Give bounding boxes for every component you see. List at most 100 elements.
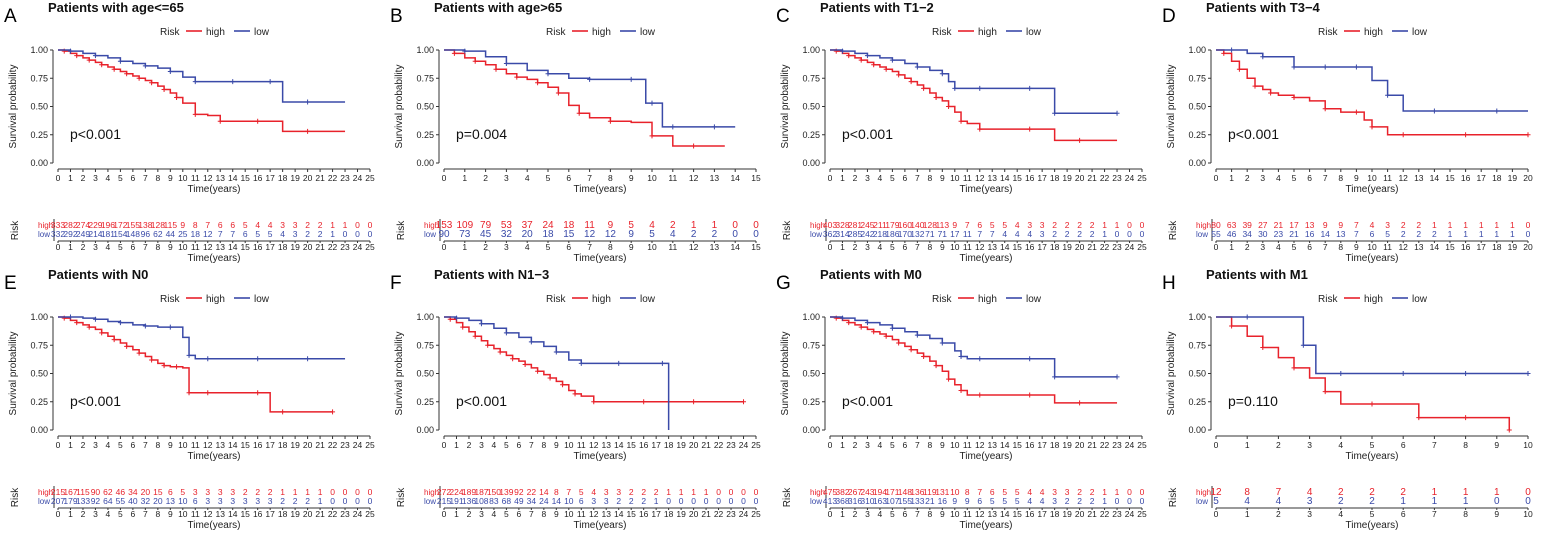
risk-count-high: 272 [437,487,451,497]
risk-table-x-tick-label: 24 [353,509,363,519]
x-tick-label: 12 [975,440,985,450]
censor-mark-high [305,128,311,134]
km-curve-low [830,316,1118,378]
panel-letter: E [4,273,17,294]
x-tick-label: 1 [1245,440,1250,450]
risk-count-high: 243 [860,487,874,497]
x-tick-label: 18 [1492,173,1502,183]
x-tick-label: 11 [668,173,677,183]
risk-table-x-label: Time(years) [1346,253,1399,264]
risk-table-x-tick-label: 24 [353,242,363,252]
censor-mark-high [1027,126,1033,132]
risk-count-low: 1 [1102,229,1107,239]
x-axis-label: Time(years) [574,451,627,462]
legend-title: Risk [1318,27,1338,38]
risk-table-row-label-low: low [810,497,822,506]
x-tick-label: 7 [143,173,148,183]
risk-count-low: 55 [116,496,126,506]
x-tick-label: 3 [865,173,870,183]
x-tick-label: 13 [216,173,226,183]
risk-count-low: 0 [666,496,671,506]
y-tick-label: 0.75 [416,73,434,83]
censor-mark-high [691,399,697,405]
risk-table-x-tick-label: 19 [290,242,300,252]
risk-table-x-tick-label: 6 [131,509,136,519]
censor-mark-high [883,333,889,339]
risk-count-low: 191 [449,496,463,506]
risk-count-high: 4 [1370,220,1375,230]
km-curve-low [444,316,670,430]
risk-count-low: 17 [950,229,960,239]
risk-count-high: 1 [1463,487,1469,498]
risk-count-high: 6 [218,220,223,230]
risk-table-x-tick-label: 3 [479,509,484,519]
risk-count-low: 5 [1015,496,1020,506]
risk-count-low: 0 [355,229,360,239]
y-tick-label: 0.25 [30,130,48,140]
risk-table-x-tick-label: 15 [751,242,761,252]
km-curve-low [1216,316,1528,375]
y-tick-label: 1.00 [802,312,820,322]
risk-count-high: 2 [654,487,659,497]
risk-count-high: 1 [1479,220,1484,230]
censor-mark-low [864,320,870,326]
km-curve-high [58,49,346,133]
risk-count-low: 83 [489,496,499,506]
censor-mark-high [161,363,167,369]
panel-letter: F [390,273,402,294]
risk-table-x-tick-label: 4 [106,242,111,252]
censor-mark-low [952,85,958,91]
risk-count-low: 32 [501,229,513,240]
censor-mark-low [1229,47,1235,53]
risk-count-high: 109 [456,220,473,231]
censor-mark-high [124,343,130,349]
x-tick-label: 14 [228,173,238,183]
risk-table-x-tick-label: 4 [1338,509,1343,519]
x-tick-label: 14 [1000,440,1010,450]
censor-mark-high [136,350,142,356]
risk-count-high: 0 [1127,220,1132,230]
censor-mark-high [921,354,927,360]
risk-count-low: 107 [885,496,899,506]
censor-mark-high [846,53,852,59]
x-tick-label: 25 [1137,173,1147,183]
risk-table-x-tick-label: 23 [1112,242,1122,252]
risk-count-low: 2 [641,496,646,506]
risk-table-x-tick-label: 15 [240,242,250,252]
risk-count-high: 267 [848,487,862,497]
risk-count-high: 13 [1305,220,1315,230]
risk-table-x-tick-label: 16 [639,509,649,519]
p-value-label: p<0.001 [842,393,893,409]
censor-mark-low [92,53,98,59]
risk-count-low: 0 [1127,229,1132,239]
risk-table-x-tick-label: 9 [554,509,559,519]
risk-table-x-tick-label: 17 [265,509,275,519]
risk-count-low: 0 [343,229,348,239]
risk-count-low: 2 [712,229,718,240]
legend-label-high: high [592,27,611,38]
risk-table-x-tick-label: 20 [1523,242,1533,252]
censor-mark-high [205,390,211,396]
censor-mark-high [111,337,117,343]
risk-count-low: 1 [318,496,323,506]
risk-count-low: 4 [670,229,676,240]
risk-table-x-tick-label: 14 [1000,509,1010,519]
x-tick-label: 4 [106,440,111,450]
x-tick-label: 23 [726,440,736,450]
x-tick-label: 22 [328,440,338,450]
x-tick-label: 16 [1461,173,1471,183]
risk-count-low: 136 [462,496,476,506]
risk-count-low: 2 [1369,496,1375,507]
risk-count-low: 7 [230,229,235,239]
risk-table-title: Risk [782,220,793,240]
censor-mark-low [1385,92,1391,98]
censor-mark-high [921,85,927,91]
risk-table-x-label: Time(years) [1346,520,1399,531]
x-tick-label: 11 [577,440,586,450]
risk-table-x-tick-label: 25 [1137,242,1147,252]
censor-mark-high [497,349,503,355]
risk-count-high: 4 [268,220,273,230]
risk-table-x-tick-label: 8 [1338,242,1343,252]
censor-mark-low [1027,356,1033,362]
